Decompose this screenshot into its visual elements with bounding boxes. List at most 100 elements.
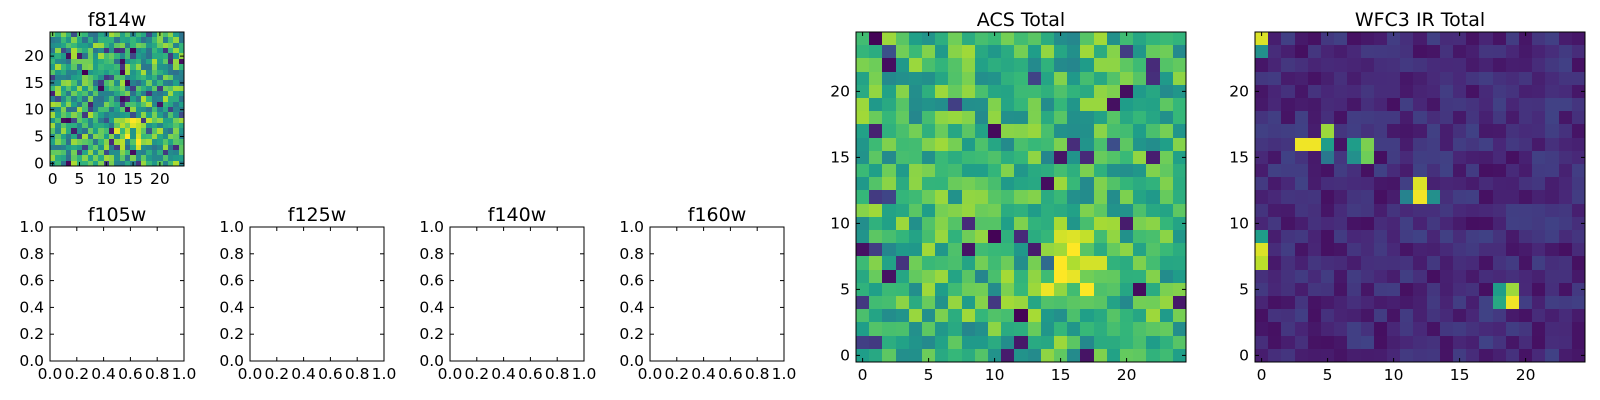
heatmap-cell	[1572, 256, 1585, 270]
heatmap-cell	[1054, 283, 1067, 296]
heatmap-cell	[1466, 296, 1479, 309]
heatmap-cell	[163, 102, 168, 107]
heatmap-cell	[1334, 270, 1347, 283]
heatmap-cell	[77, 70, 82, 75]
heatmap-cell	[173, 70, 179, 75]
heatmap-cell	[66, 53, 71, 59]
heatmap-cell	[1506, 58, 1519, 72]
heatmap-cell	[1440, 349, 1453, 362]
heatmap-cell	[1519, 204, 1532, 217]
heatmap-cell	[125, 80, 130, 86]
heatmap-cell	[1387, 72, 1400, 85]
heatmap-cell	[1094, 204, 1107, 217]
heatmap-cell	[77, 53, 82, 59]
heatmap-cell	[1572, 164, 1585, 177]
heatmap-cell	[1041, 151, 1054, 164]
heatmap-cell	[173, 102, 179, 107]
heatmap-cell	[1028, 322, 1041, 336]
heatmap-cell	[55, 86, 61, 91]
heatmap-cell	[1133, 164, 1146, 177]
heatmap-cell	[179, 64, 184, 70]
heatmap-cell	[948, 58, 962, 72]
heatmap-cell	[975, 309, 988, 322]
heatmap-cell	[948, 309, 962, 322]
x-tick-label: 0.2	[64, 365, 89, 383]
heatmap-cell	[163, 123, 168, 128]
heatmap-cell	[77, 43, 82, 48]
heatmap-cell	[50, 96, 55, 102]
heatmap-cell	[1453, 322, 1466, 336]
heatmap-cell	[1133, 111, 1146, 124]
heatmap-cell	[1479, 177, 1493, 190]
heatmap-cell	[896, 270, 909, 283]
heatmap-cell	[152, 155, 157, 161]
heatmap-cell	[55, 80, 61, 86]
heatmap-cell	[1308, 217, 1321, 230]
heatmap-cell	[935, 177, 948, 190]
heatmap-cell	[1133, 124, 1146, 138]
heatmap-cell	[1506, 283, 1519, 296]
heatmap-cell	[1107, 349, 1120, 362]
x-tick-label: 20	[1117, 366, 1137, 384]
heatmap-cell	[1268, 296, 1281, 309]
heatmap-cell	[120, 59, 125, 64]
heatmap-cell	[120, 150, 125, 155]
heatmap-cell	[93, 59, 98, 64]
heatmap-cell	[1479, 58, 1493, 72]
heatmap-cell	[1559, 72, 1572, 85]
heatmap-cell	[71, 70, 77, 75]
heatmap-cell	[1268, 204, 1281, 217]
heatmap-cell	[71, 96, 77, 102]
heatmap-cell	[136, 145, 141, 150]
heatmap-cell	[82, 102, 88, 107]
heatmap-cell	[1413, 190, 1427, 204]
heatmap-cell	[173, 155, 179, 161]
heatmap-cell	[1054, 217, 1067, 230]
heatmap-cell	[98, 86, 104, 91]
heatmap-cell	[1094, 243, 1107, 256]
heatmap-cell	[1295, 283, 1308, 296]
heatmap-cell	[896, 243, 909, 256]
heatmap-cell	[71, 80, 77, 86]
heatmap-cell	[1160, 85, 1173, 98]
heatmap-cell	[93, 96, 98, 102]
heatmap-cell	[82, 91, 88, 96]
heatmap-cell	[141, 128, 146, 134]
x-tick-label: 5	[75, 170, 85, 188]
heatmap-cell	[120, 123, 125, 128]
heatmap-cell	[1107, 256, 1120, 270]
heatmap-cell	[130, 102, 136, 107]
heatmap-cell	[1493, 98, 1506, 111]
heatmap-cell	[1014, 309, 1028, 322]
heatmap-cell	[130, 43, 136, 48]
heatmap-cell	[61, 32, 66, 37]
heatmap-cell	[1347, 283, 1361, 296]
heatmap-cell	[163, 43, 168, 48]
heatmap-cell	[1080, 58, 1094, 72]
heatmap-cell	[109, 37, 114, 43]
heatmap-cell	[1347, 98, 1361, 111]
heatmap-cell	[1014, 72, 1028, 85]
heatmap-cell	[1173, 243, 1186, 256]
x-tick-label: 0.8	[745, 365, 770, 383]
heatmap-cell	[1133, 296, 1146, 309]
heatmap-cell	[1506, 309, 1519, 322]
heatmap-cell	[1094, 283, 1107, 296]
heatmap-cell	[1107, 296, 1120, 309]
heatmap-cell	[1107, 177, 1120, 190]
heatmap-cell	[1347, 336, 1361, 349]
heatmap-cell	[1572, 349, 1585, 362]
heatmap-cell	[1506, 164, 1519, 177]
heatmap-cell	[136, 96, 141, 102]
heatmap-cell	[1479, 217, 1493, 230]
heatmap-cell	[1559, 98, 1572, 111]
heatmap-cell	[1361, 204, 1374, 217]
heatmap-cell	[1067, 177, 1080, 190]
heatmap-cell	[1387, 336, 1400, 349]
heatmap-cell	[141, 53, 146, 59]
x-tick-label: 0	[1257, 366, 1267, 384]
y-tick-label: 0.8	[419, 245, 444, 263]
heatmap-cell	[909, 217, 922, 230]
heatmap-cell	[1014, 190, 1028, 204]
